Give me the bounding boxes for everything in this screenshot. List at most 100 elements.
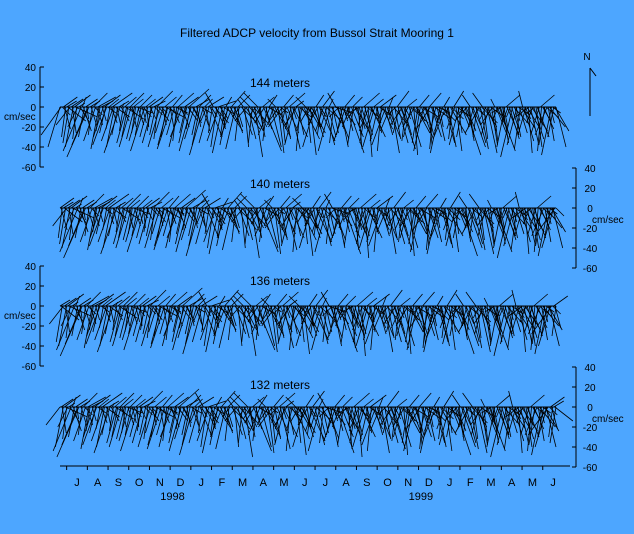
velocity-stick (82, 106, 92, 132)
velocity-stick (460, 305, 468, 329)
velocity-stick (262, 106, 268, 142)
velocity-stick (377, 106, 384, 120)
velocity-stick (178, 388, 200, 408)
velocity-stick (254, 106, 265, 124)
velocity-stick (108, 193, 130, 209)
velocity-stick (265, 207, 277, 223)
velocity-stick (422, 291, 435, 307)
velocity-stick (550, 396, 565, 408)
velocity-stick (470, 406, 483, 426)
velocity-stick (527, 406, 549, 436)
velocity-stick (108, 406, 122, 448)
velocity-stick (397, 106, 409, 144)
velocity-stick (126, 106, 135, 140)
velocity-stick (429, 106, 441, 154)
velocity-stick (137, 406, 151, 448)
month-label: S (363, 477, 370, 489)
velocity-stick (338, 406, 351, 414)
velocity-stick (534, 305, 546, 355)
velocity-stick (259, 207, 279, 253)
month-label: M (486, 477, 495, 489)
velocity-stick (438, 406, 450, 446)
velocity-stick (169, 406, 177, 434)
velocity-stick (210, 406, 215, 436)
velocity-stick (429, 305, 439, 341)
velocity-stick (298, 106, 312, 118)
velocity-stick (394, 305, 410, 349)
velocity-stick (297, 406, 309, 426)
north-arrow-icon: N (583, 52, 597, 116)
velocity-stick (227, 398, 234, 408)
velocity-stick (446, 289, 458, 307)
velocity-stick (80, 406, 90, 450)
velocity-stick (426, 207, 438, 255)
velocity-stick (552, 305, 561, 315)
velocity-stick (255, 305, 261, 341)
velocity-stick (491, 406, 499, 424)
velocity-stick (486, 406, 496, 448)
y-tick-label: 20 (584, 383, 596, 394)
velocity-stick (155, 406, 174, 418)
stick-panels: -60 -40 -20 0 20 40 cm/sec 144 meters -60 -40 -20 0… (4, 63, 624, 474)
velocity-stick (513, 406, 525, 442)
velocity-stick (537, 207, 549, 257)
velocity-stick (166, 207, 172, 231)
velocity-stick (239, 406, 247, 416)
velocity-stick (260, 297, 270, 307)
velocity-stick (224, 406, 230, 442)
velocity-stick (316, 106, 322, 136)
velocity-stick (294, 305, 303, 321)
velocity-stick (294, 207, 302, 237)
velocity-stick (288, 299, 298, 307)
velocity-stick (146, 406, 162, 450)
velocity-stick (470, 406, 480, 436)
velocity-stick (476, 207, 490, 227)
velocity-stick (483, 106, 489, 140)
velocity-stick (290, 406, 302, 424)
velocity-stick (370, 199, 381, 209)
month-label: D (425, 477, 433, 489)
velocity-stick (370, 305, 376, 351)
velocity-stick (188, 207, 195, 237)
velocity-stick (94, 305, 108, 341)
velocity-stick (124, 406, 132, 436)
velocity-stick (274, 406, 288, 426)
velocity-stick (454, 106, 468, 122)
velocity-stick (530, 106, 540, 134)
velocity-stick (86, 406, 94, 426)
velocity-stick (56, 406, 80, 458)
velocity-stick (247, 406, 261, 436)
velocity-stick (533, 293, 549, 307)
velocity-stick (179, 106, 187, 134)
velocity-stick (441, 305, 450, 347)
velocity-stick (520, 406, 529, 444)
velocity-stick (334, 394, 345, 408)
velocity-stick (359, 305, 367, 327)
velocity-stick (204, 98, 213, 108)
velocity-stick (207, 207, 214, 249)
velocity-stick (341, 207, 347, 217)
velocity-stick (242, 406, 252, 420)
velocity-stick (493, 305, 507, 357)
velocity-stick (215, 406, 227, 450)
velocity-stick (500, 106, 514, 158)
velocity-stick (309, 106, 317, 156)
velocity-stick (394, 207, 406, 231)
velocity-stick (134, 106, 142, 136)
velocity-stick (383, 305, 397, 325)
velocity-stick (256, 207, 262, 235)
velocity-stick (514, 406, 526, 416)
velocity-stick (334, 406, 340, 416)
velocity-stick (63, 201, 74, 209)
y-tick-label: -40 (583, 443, 598, 454)
velocity-stick (162, 394, 173, 408)
velocity-stick (434, 106, 443, 132)
velocity-stick (333, 305, 342, 347)
velocity-stick (120, 197, 134, 209)
velocity-stick (227, 305, 233, 341)
velocity-stick (506, 106, 511, 118)
velocity-stick (490, 98, 496, 108)
velocity-stick (355, 207, 363, 231)
velocity-stick (240, 207, 246, 249)
month-label: S (115, 477, 122, 489)
